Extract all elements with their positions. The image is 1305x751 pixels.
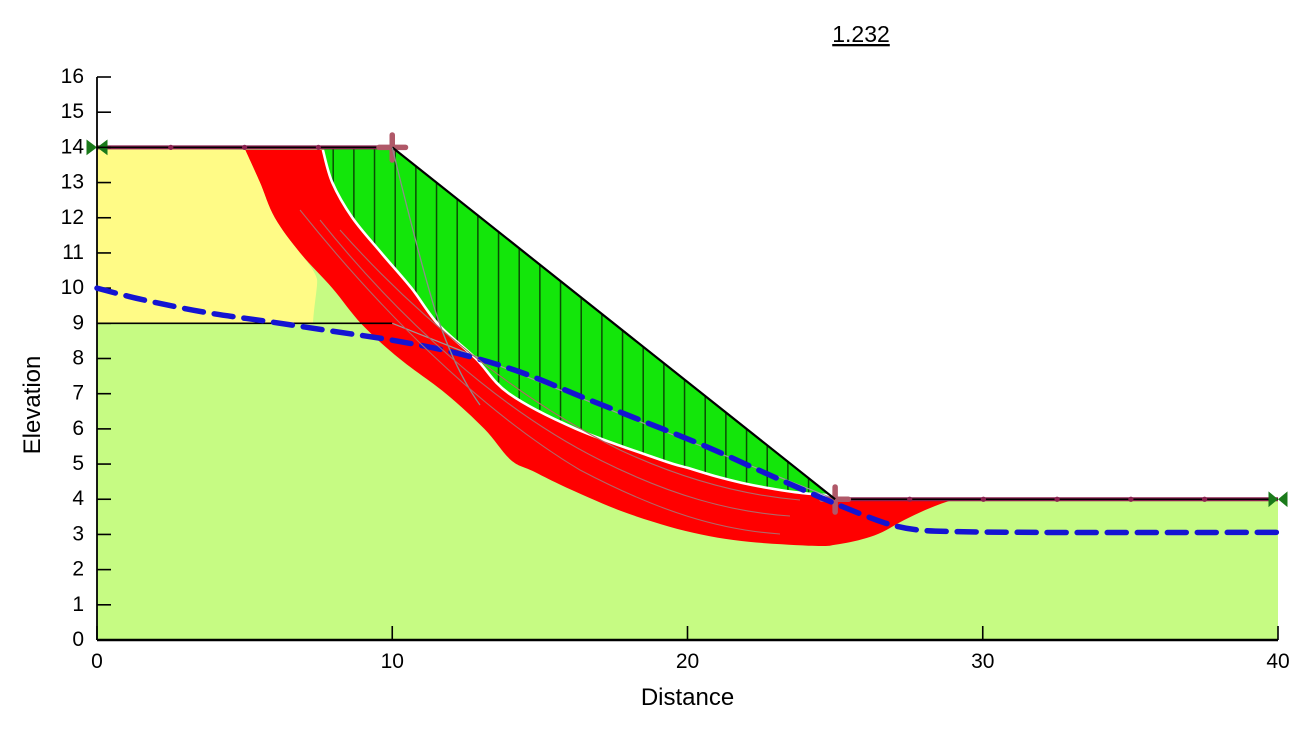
svg-text:16: 16 <box>61 65 84 88</box>
svg-text:0: 0 <box>91 650 103 673</box>
svg-text:1: 1 <box>72 593 84 616</box>
svg-text:10: 10 <box>61 276 84 299</box>
svg-text:Elevation: Elevation <box>19 356 46 455</box>
svg-text:Distance: Distance <box>641 684 734 711</box>
svg-text:5: 5 <box>72 452 84 475</box>
svg-text:3: 3 <box>72 522 84 545</box>
svg-text:20: 20 <box>676 650 699 673</box>
svg-text:1.232: 1.232 <box>832 21 890 47</box>
svg-text:15: 15 <box>61 100 84 123</box>
svg-text:4: 4 <box>72 487 84 510</box>
svg-text:11: 11 <box>62 241 84 264</box>
svg-text:8: 8 <box>72 347 84 370</box>
svg-text:30: 30 <box>971 650 994 673</box>
svg-text:7: 7 <box>72 382 84 405</box>
svg-text:12: 12 <box>61 206 84 229</box>
svg-text:40: 40 <box>1266 650 1289 673</box>
svg-text:2: 2 <box>72 558 84 581</box>
svg-text:14: 14 <box>61 135 85 158</box>
svg-text:6: 6 <box>72 417 84 440</box>
svg-text:13: 13 <box>61 171 84 194</box>
svg-text:0: 0 <box>72 628 84 651</box>
svg-text:10: 10 <box>381 650 404 673</box>
svg-text:9: 9 <box>72 311 84 334</box>
